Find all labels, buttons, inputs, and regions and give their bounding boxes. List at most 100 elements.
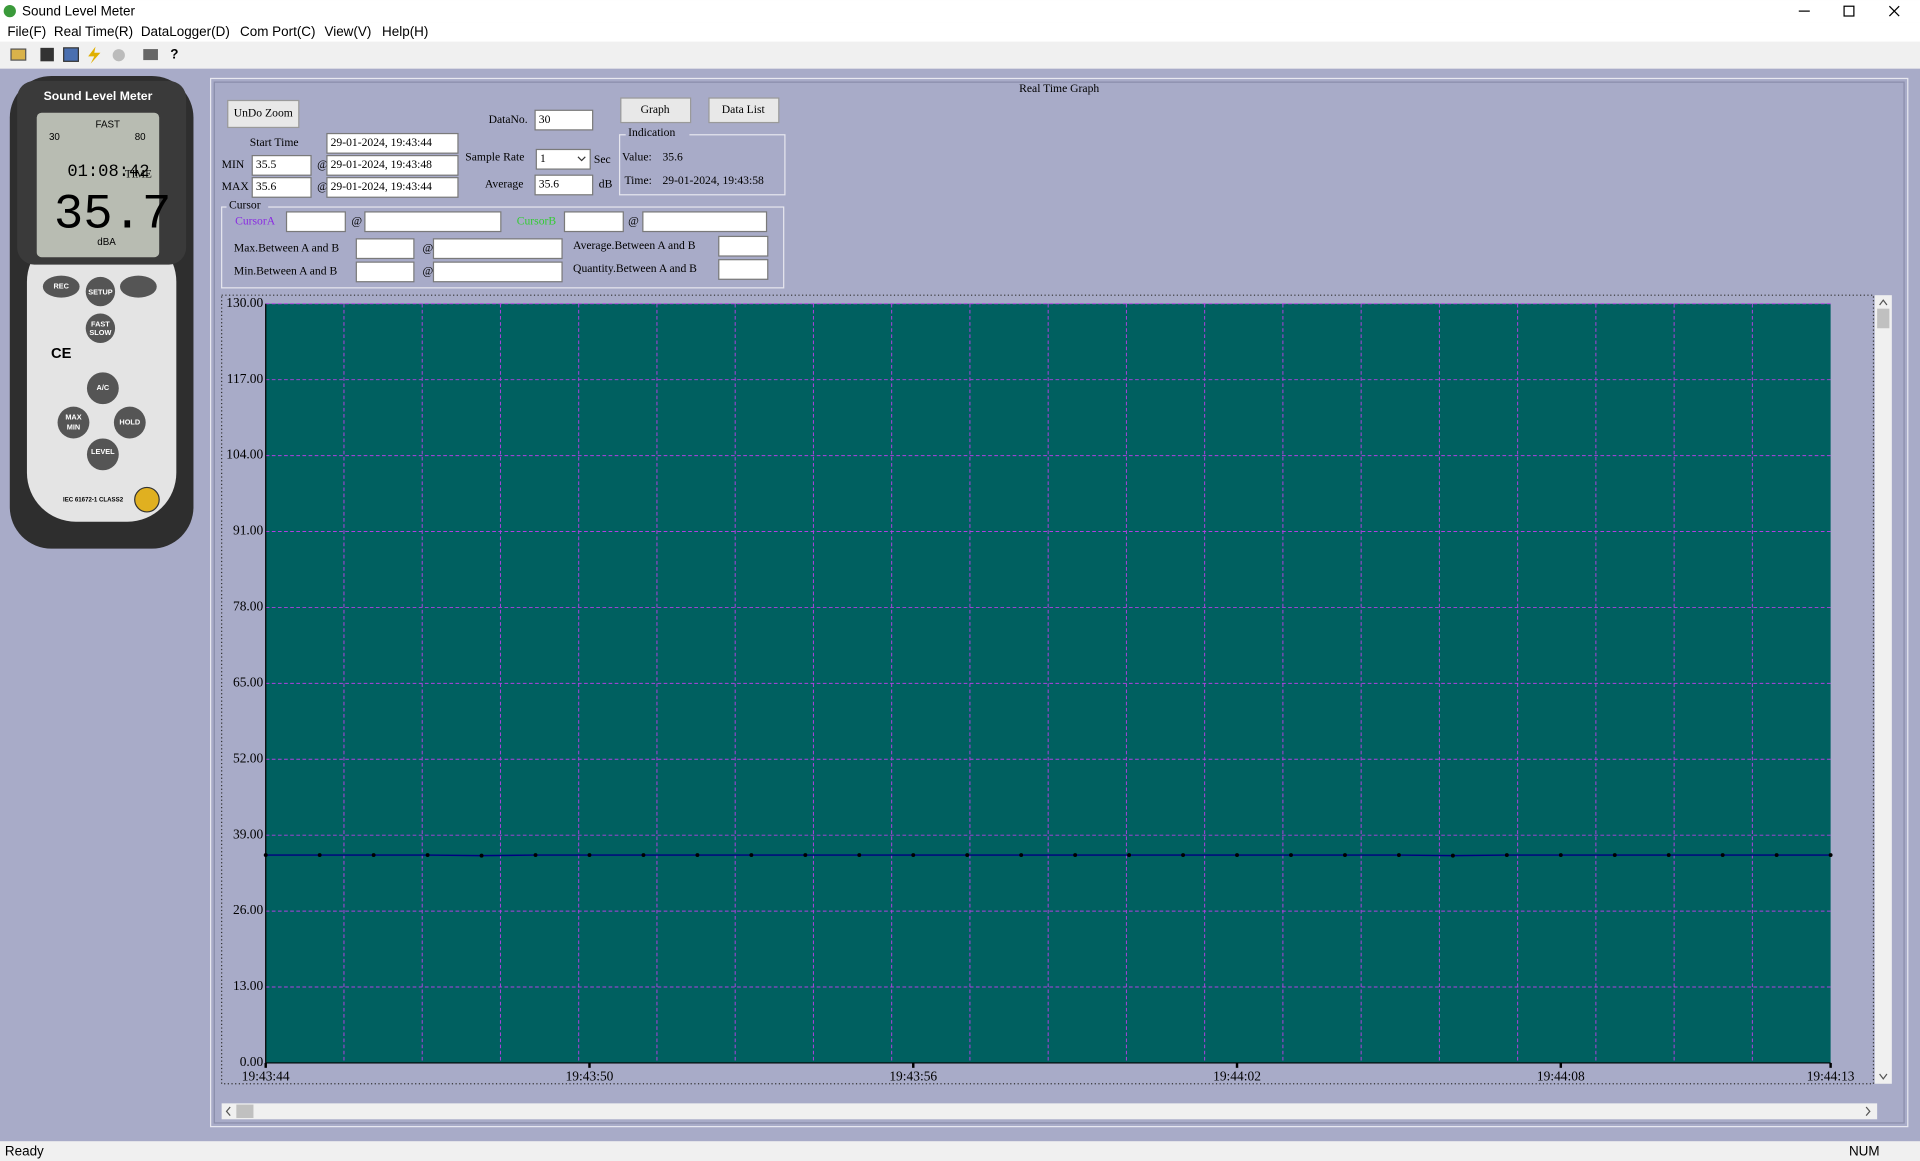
cursor-b-field[interactable]	[563, 211, 624, 233]
data-point	[1073, 853, 1078, 858]
toolbar	[0, 41, 1920, 69]
max-between-field[interactable]	[355, 238, 415, 260]
fast-label: FAST	[91, 320, 110, 329]
plot: 0.00 13.00 26.00 39.00 52.00 65.00 78.00 91.00 1…	[226, 295, 1855, 1084]
start-time-label: Start Time	[250, 136, 299, 149]
lcd-range-high: 80	[135, 132, 146, 143]
data-point	[857, 853, 862, 858]
start-time-value: 29-01-2024, 19:43:44	[331, 136, 433, 149]
graph-button[interactable]	[620, 97, 692, 124]
lcd-mode: FAST	[96, 120, 120, 131]
data-point	[1666, 853, 1671, 858]
rec-button[interactable]	[42, 275, 80, 298]
data-list-button[interactable]	[708, 97, 780, 124]
at-sign: @	[351, 214, 362, 227]
sample-rate-value: 1	[540, 152, 546, 165]
data-point	[1504, 853, 1509, 858]
min-between-field[interactable]	[355, 261, 415, 283]
data-no-field[interactable]	[534, 109, 594, 131]
sample-rate-select[interactable]	[535, 148, 591, 170]
menu-item[interactable]: Real Time(R)	[54, 24, 133, 39]
menu-item[interactable]: Com Port(C)	[240, 24, 316, 39]
data-point	[1181, 853, 1186, 858]
scroll-thumb[interactable]	[1877, 308, 1890, 329]
power-button[interactable]	[134, 486, 160, 513]
data-icon[interactable]	[63, 47, 79, 62]
data-point	[911, 853, 916, 858]
cursor-a-field[interactable]	[285, 211, 346, 233]
save-icon[interactable]	[40, 47, 54, 62]
max-between-time-field[interactable]	[432, 238, 563, 260]
average-between-label: Average.Between A and B	[573, 239, 696, 252]
horizontal-scrollbar[interactable]	[221, 1103, 1878, 1120]
window-title: Sound Level Meter	[22, 3, 135, 18]
undo-zoom-button[interactable]	[227, 99, 300, 129]
help-icon[interactable]: ?	[170, 47, 178, 62]
min-field[interactable]	[251, 154, 312, 176]
ac-button[interactable]	[86, 372, 119, 405]
app-icon	[3, 4, 16, 18]
maxmin-button[interactable]	[57, 406, 90, 439]
cursor-title: Cursor	[229, 198, 261, 211]
data-point	[1235, 853, 1239, 858]
fast-slow-button[interactable]	[85, 313, 116, 343]
ce-mark: CE	[51, 346, 72, 362]
slow-label: SLOW	[89, 328, 111, 337]
y-tick-label: 78.00	[233, 599, 264, 614]
min-time-field[interactable]	[326, 154, 459, 176]
graph-button-label: Graph	[641, 103, 670, 116]
data-point	[1558, 853, 1563, 858]
indication-title: Indication	[628, 126, 675, 139]
data-point	[1396, 853, 1401, 858]
min-time-value: 29-01-2024, 19:43:48	[331, 158, 433, 171]
open-icon[interactable]	[10, 48, 27, 61]
data-no-value: 30	[539, 113, 551, 126]
data-point	[641, 853, 646, 858]
print-icon[interactable]	[143, 49, 158, 61]
max-time-value: 29-01-2024, 19:43:44	[331, 180, 433, 193]
x-tick-label: 19:44:13	[1807, 1069, 1855, 1084]
x-tick-label: 19:43:44	[242, 1069, 290, 1084]
cursor-b-time-field[interactable]	[642, 211, 768, 233]
max-field[interactable]	[251, 177, 312, 198]
lcd-unit: dBA	[97, 237, 116, 248]
start-time-field[interactable]	[326, 132, 459, 154]
data-point	[1450, 853, 1455, 858]
menu-item[interactable]: Help(H)	[382, 24, 428, 39]
min-value: 35.5	[256, 158, 277, 171]
disconnect-icon[interactable]	[112, 49, 125, 62]
data-point	[425, 853, 430, 858]
quantity-between-field[interactable]	[718, 259, 769, 280]
menu-item[interactable]: File(F)	[7, 24, 46, 39]
close[interactable]	[1888, 5, 1900, 17]
average-between-field[interactable]	[718, 235, 769, 257]
average-field[interactable]	[534, 174, 594, 196]
max-time-field[interactable]	[326, 177, 459, 198]
x-tick-label: 19:44:08	[1537, 1069, 1585, 1084]
y-tick-label: 104.00	[226, 447, 263, 462]
at-sign: @	[422, 241, 433, 254]
device-image: Sound Level Meter FAST 30 80 01:08:42 TI…	[9, 76, 194, 549]
vertical-scrollbar[interactable]	[1874, 295, 1892, 1084]
restore[interactable]	[1843, 5, 1855, 17]
min-between-time-field[interactable]	[432, 261, 563, 283]
min-label: MIN	[222, 158, 245, 171]
scroll-arrows	[225, 1106, 1871, 1117]
cursor-a-time-field[interactable]	[364, 211, 502, 233]
data-point	[1289, 853, 1293, 858]
setup-button[interactable]	[85, 276, 116, 307]
at-sign: @	[422, 265, 433, 278]
indication-value-label: Value:	[622, 151, 652, 164]
menu-item[interactable]: View(V)	[324, 24, 371, 39]
level-button[interactable]	[86, 438, 119, 471]
data-line	[265, 854, 1831, 857]
scroll-thumb[interactable]	[236, 1104, 254, 1119]
y-tick-label: 65.00	[233, 674, 264, 689]
hold-button[interactable]	[113, 406, 146, 439]
connect-icon[interactable]	[88, 46, 101, 64]
average-value: 35.6	[539, 178, 560, 191]
light-button[interactable]	[120, 275, 157, 298]
device-brand: Sound Level Meter	[44, 89, 153, 103]
menu-item[interactable]: DataLogger(D)	[141, 24, 230, 39]
